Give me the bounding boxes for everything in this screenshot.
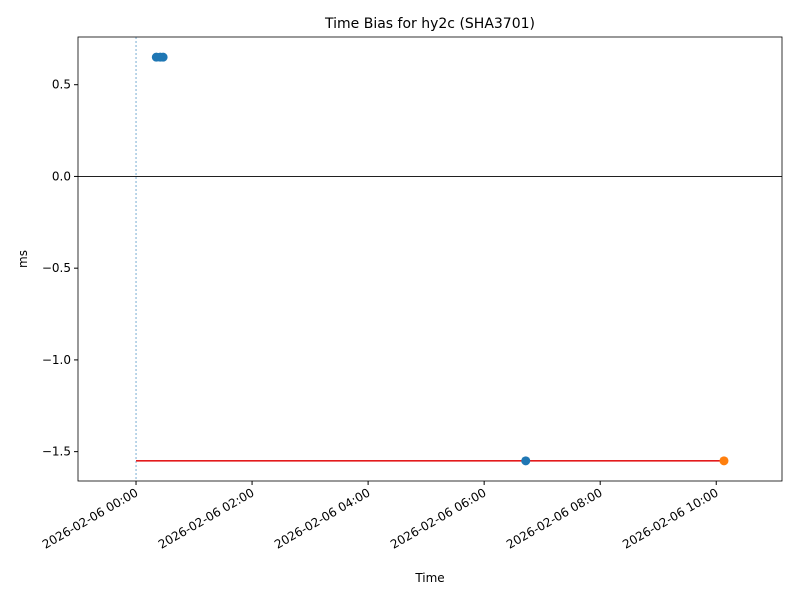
point — [521, 456, 531, 466]
y-tick-label: −1.5 — [42, 445, 71, 459]
chart-title: Time Bias for hy2c (SHA3701) — [324, 16, 535, 32]
y-tick-label: 0.0 — [52, 169, 71, 183]
point — [158, 52, 168, 62]
y-tick-label: 0.5 — [52, 78, 71, 92]
y-tick-label: −1.0 — [42, 353, 71, 367]
y-axis-label: ms — [16, 250, 30, 268]
x-axis-label: Time — [414, 571, 444, 585]
plot-frame — [77, 36, 783, 482]
point — [719, 456, 729, 466]
y-tick-label: −0.5 — [42, 261, 71, 275]
